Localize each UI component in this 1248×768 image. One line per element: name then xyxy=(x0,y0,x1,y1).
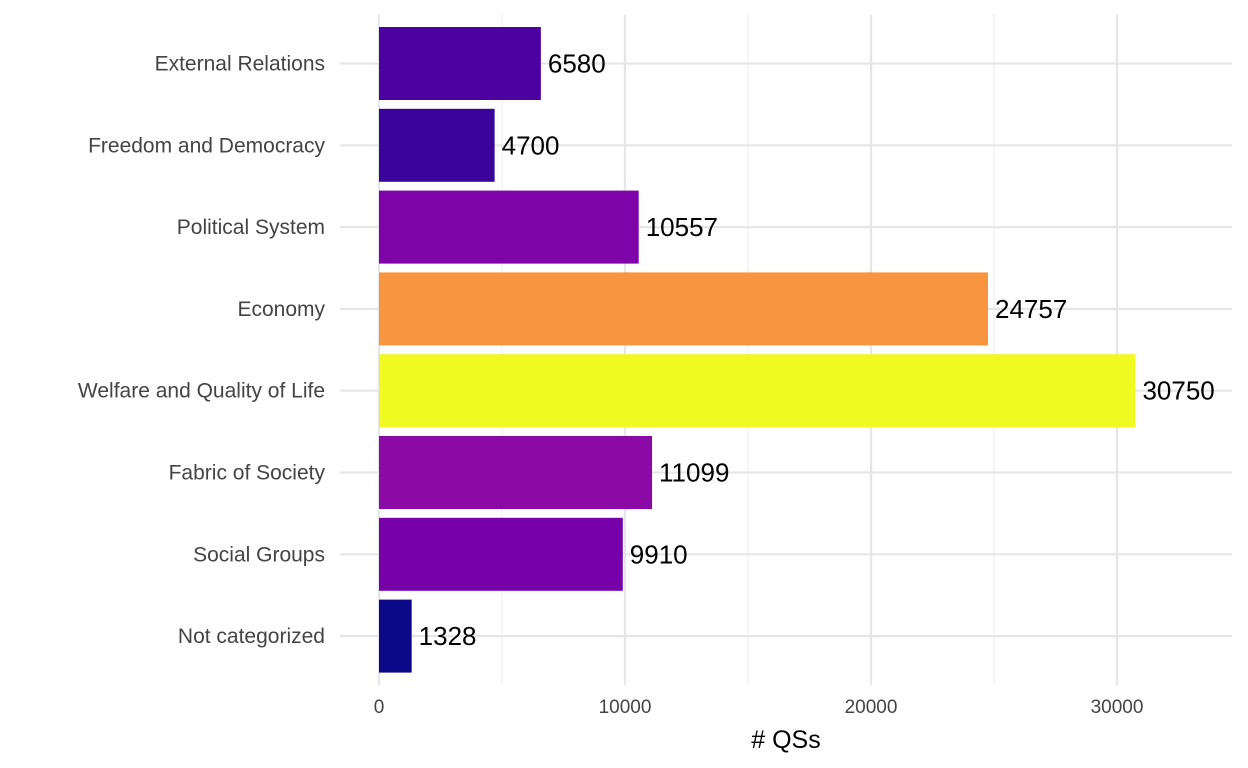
x-axis-title: # QSs xyxy=(751,726,820,754)
labels: External Relations 6580 Freedom and Democr… xyxy=(78,49,1215,719)
bar xyxy=(379,190,639,264)
category-label: Welfare and Quality of Life xyxy=(78,380,325,403)
bars xyxy=(379,27,1136,673)
bar xyxy=(379,108,495,182)
value-label: 11099 xyxy=(659,458,729,488)
category-label: External Relations xyxy=(155,53,325,76)
value-label: 6580 xyxy=(548,49,606,79)
x-tick-label: 20000 xyxy=(845,697,898,718)
value-label: 30750 xyxy=(1142,376,1214,406)
category-label: Freedom and Democracy xyxy=(88,134,325,157)
bar xyxy=(379,517,623,591)
bar xyxy=(379,272,989,346)
bar xyxy=(379,599,412,673)
x-tick-label: 0 xyxy=(374,697,385,718)
category-label: Political System xyxy=(177,216,325,239)
value-label: 1328 xyxy=(419,621,477,651)
bar xyxy=(379,354,1136,428)
value-label: 24757 xyxy=(995,294,1067,324)
category-label: Economy xyxy=(237,298,325,321)
x-tick-label: 10000 xyxy=(599,697,652,718)
category-label: Fabric of Society xyxy=(169,462,326,485)
bar xyxy=(379,27,541,100)
value-label: 4700 xyxy=(502,130,560,160)
value-label: 9910 xyxy=(630,539,688,569)
category-label: Social Groups xyxy=(193,543,325,566)
value-label: 10557 xyxy=(646,212,718,242)
bar xyxy=(379,436,653,509)
x-tick-label: 30000 xyxy=(1091,697,1144,718)
category-label: Not categorized xyxy=(178,625,325,648)
